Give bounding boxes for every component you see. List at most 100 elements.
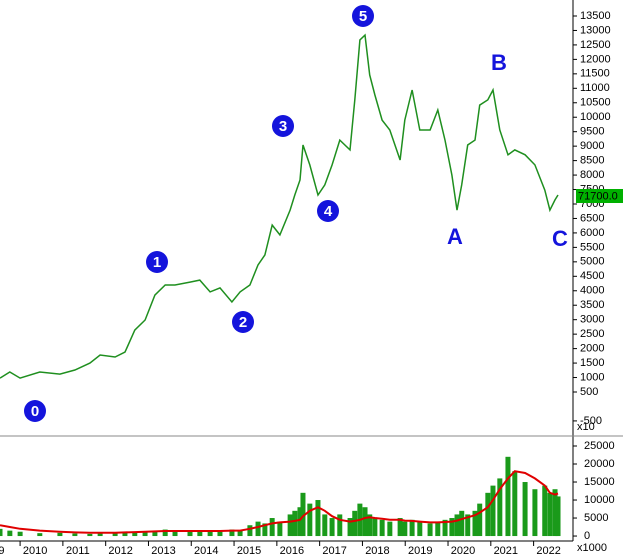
volume-bar	[547, 492, 553, 537]
volume-bar	[255, 521, 261, 537]
y-tick-label: 4000	[580, 285, 604, 297]
wave-marker	[352, 5, 374, 27]
y-tick-label: 13500	[580, 10, 611, 22]
volume-ma-line	[0, 470, 559, 534]
volume-bar	[172, 530, 178, 537]
x-tick-label: 2017	[322, 545, 346, 557]
y-tick-label: 2000	[580, 343, 604, 355]
volume-bar	[497, 478, 503, 537]
volume-bar	[409, 519, 415, 537]
x-tick-label: 2010	[23, 545, 47, 557]
y-tick-label: 9500	[580, 126, 604, 138]
volume-bar	[152, 530, 158, 537]
x-tick-label: 2021	[494, 545, 518, 557]
volume-bar	[427, 523, 433, 537]
y-tick-label: 10000	[580, 111, 611, 123]
last-price-label: 71700.0	[578, 190, 618, 202]
volume-bar	[7, 530, 13, 537]
volume-bar	[247, 525, 253, 537]
y-tick-label: 6500	[580, 212, 604, 224]
volume-bar	[187, 531, 193, 537]
y-tick-label: 11500	[580, 68, 610, 80]
x-tick-label: 2012	[108, 545, 132, 557]
volume-bar	[277, 521, 283, 537]
volume-bar	[417, 521, 423, 537]
volume-bar	[287, 514, 293, 537]
y-tick-label: 8000	[580, 169, 604, 181]
volume-bar	[17, 531, 23, 537]
wave-label: A	[447, 224, 463, 249]
volume-bar	[402, 521, 408, 537]
volume-bar	[337, 514, 343, 537]
price-line	[0, 33, 559, 379]
volume-bar	[552, 489, 558, 537]
volume-bar	[379, 519, 385, 537]
y-tick-label: 12000	[580, 53, 611, 65]
volume-bar	[97, 533, 103, 537]
wave-label: C	[552, 226, 568, 251]
y2-unit: x1000	[577, 542, 607, 554]
volume-bar	[347, 518, 353, 537]
y2-tick-label: 15000	[584, 476, 615, 488]
y-tick-label: 1000	[580, 371, 604, 383]
wave-marker	[232, 311, 254, 333]
y2-tick-label: 10000	[584, 494, 615, 506]
wave-label: 3	[279, 118, 287, 135]
y-tick-label: 3000	[580, 314, 604, 326]
volume-bar	[307, 503, 313, 537]
volume-bar	[454, 514, 460, 537]
y-tick-label: 10500	[580, 97, 611, 109]
volume-bar	[490, 485, 496, 537]
volume-bar	[57, 532, 63, 537]
y-tick-label: 3500	[580, 299, 604, 311]
volume-bar	[229, 529, 235, 537]
volume-bar	[217, 531, 223, 537]
y-tick-label: 9000	[580, 140, 604, 152]
volume-bar	[372, 518, 378, 537]
x-tick-label: 2009	[0, 545, 5, 557]
y-tick-label: 8500	[580, 155, 604, 167]
wave-label: 2	[239, 314, 247, 331]
y-unit: x10	[577, 421, 595, 433]
y-tick-label: 4500	[580, 270, 604, 282]
volume-bar	[362, 507, 368, 537]
volume-bar	[435, 521, 441, 537]
y-tick-label: 1500	[580, 357, 604, 369]
x-tick-label: 2015	[237, 545, 261, 557]
wave-label: 0	[31, 403, 39, 420]
volume-bar	[387, 521, 393, 537]
wave-label: 5	[359, 8, 367, 25]
volume-bar	[485, 492, 491, 537]
volume-bar	[297, 507, 303, 537]
y-tick-label: 6000	[580, 227, 604, 239]
volume-bar	[197, 530, 203, 537]
y-tick-label: 500	[580, 386, 598, 398]
volume-bar	[122, 532, 128, 537]
y-tick-label: 5500	[580, 241, 604, 253]
volume-bar	[37, 533, 43, 537]
x-tick-label: 2013	[151, 545, 175, 557]
wave-marker	[317, 200, 339, 222]
volume-bar	[322, 514, 328, 537]
y-tick-label: 5000	[580, 256, 604, 268]
volume-bar	[112, 533, 118, 537]
wave-label: 4	[324, 203, 333, 220]
volume-bar	[315, 500, 321, 537]
y2-tick-label: 25000	[584, 440, 615, 452]
wave-label: B	[491, 50, 507, 75]
x-tick-label: 2011	[66, 545, 90, 557]
last-price: 71700.0	[576, 189, 623, 203]
volume-bar	[269, 518, 275, 537]
volume-bar	[472, 510, 478, 537]
x-tick-label: 2014	[194, 545, 218, 557]
y2-tick-label: 0	[584, 530, 590, 542]
wave-marker	[146, 251, 168, 273]
volume-bar	[262, 523, 268, 537]
volume-bar	[237, 530, 243, 537]
volume-bar	[300, 492, 306, 537]
y-tick-label: 11000	[580, 82, 610, 94]
volume-bar	[505, 456, 511, 537]
volume-bar	[0, 528, 3, 537]
y-tick-label: 12500	[580, 39, 611, 51]
